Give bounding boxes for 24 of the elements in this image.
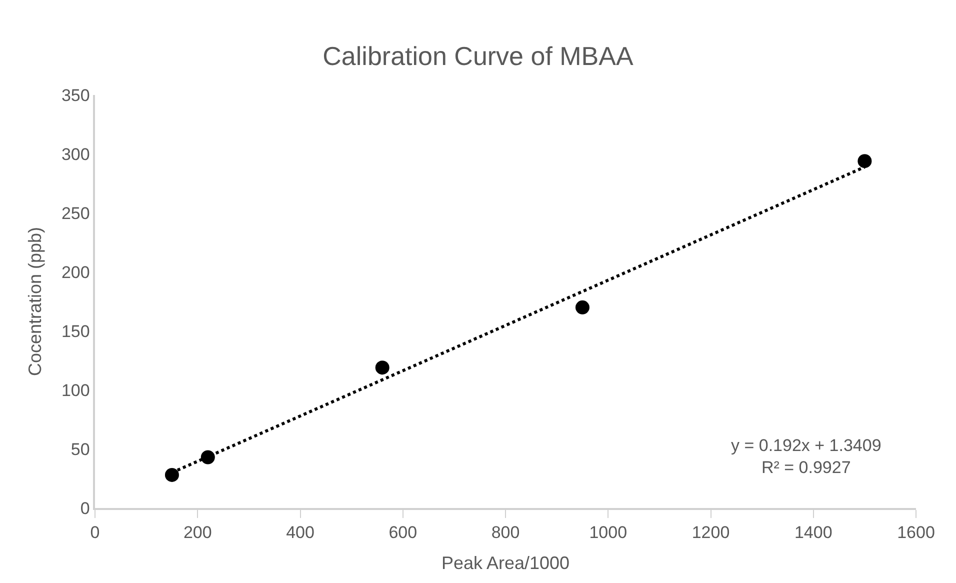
point <box>858 154 872 168</box>
y-tick-label: 0 <box>80 498 90 518</box>
x-tick-label: 200 <box>183 523 212 542</box>
y-tick-label: 100 <box>61 380 90 400</box>
y-tick-label: 350 <box>61 86 90 105</box>
x-tick-label: 1200 <box>692 523 730 542</box>
point <box>375 360 390 375</box>
y-tick-label: 50 <box>70 440 90 459</box>
x-axis-title: Peak Area/1000 <box>441 552 570 573</box>
annotation: y = 0.192x + 1.3409 R² = 0.9927 <box>731 436 882 478</box>
x-tick-label: 800 <box>491 523 520 542</box>
y-tick-label: 150 <box>61 322 90 341</box>
x-tick-label: 400 <box>286 523 314 542</box>
chart-title: Calibration Curve of MBAA <box>322 40 634 71</box>
y-tick-label: 200 <box>61 262 90 282</box>
y-tick-label: 300 <box>61 144 90 164</box>
y-tick-label: 250 <box>61 204 90 223</box>
point <box>575 300 590 314</box>
x-tick-label: 1600 <box>897 523 935 542</box>
x-tick-label: 600 <box>388 523 418 542</box>
y-axis-title: Cocentration (ppb) <box>25 226 46 376</box>
x-tick-label: 1000 <box>589 523 628 542</box>
x-tick-label: 1400 <box>794 523 832 542</box>
point <box>164 468 179 482</box>
